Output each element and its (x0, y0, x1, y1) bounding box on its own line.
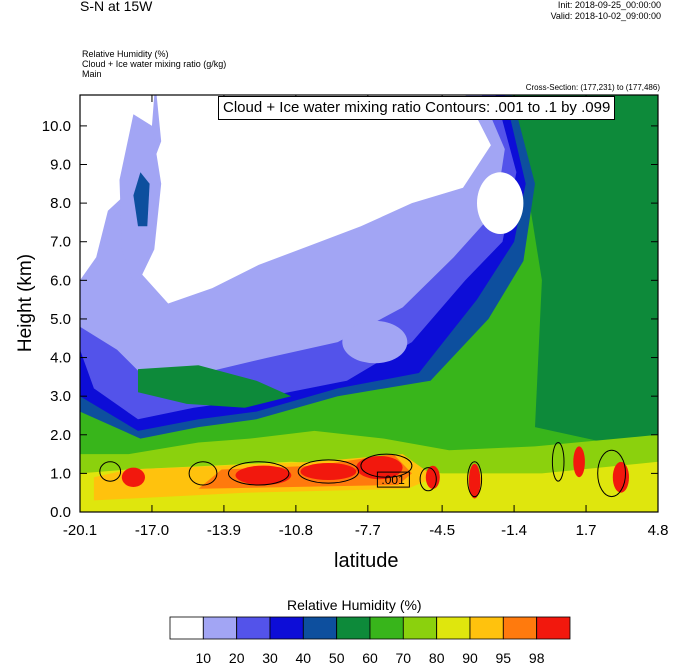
x-tick-label: -1.4 (501, 522, 527, 539)
field-red-cell (121, 467, 145, 487)
colorbar-label: 70 (396, 650, 412, 666)
x-tick-label: -10.8 (279, 522, 313, 539)
contour-label-box (376, 471, 410, 488)
colorbar-label: 30 (262, 650, 278, 666)
y-tick-label: 9.0 (50, 157, 71, 174)
colorbar-label: 10 (196, 650, 212, 666)
colorbar-swatch (469, 616, 504, 640)
contour-info-label: Cloud + Ice water mixing ratio Contours:… (218, 96, 616, 120)
field-white-right (477, 172, 524, 235)
cloud-contour (467, 461, 483, 498)
x-tick-label: 4.8 (648, 522, 669, 539)
field-line-2: Cloud + Ice water mixing ratio (g/kg) (82, 59, 227, 69)
y-tick-label: 8.0 (50, 195, 71, 212)
field-line-3: Main (82, 69, 102, 79)
y-tick-label: 1.0 (50, 465, 71, 482)
colorbar-swatch (169, 616, 204, 640)
valid-time: Valid: 2018-10-02_09:00:00 (550, 11, 661, 21)
field-red-cell (300, 463, 357, 480)
colorbar-title: Relative Humidity (%) (287, 597, 422, 613)
y-tick-label: 0.0 (50, 504, 71, 521)
axis-ticks: -20.1 -17.0 -13.9 -10.8 -7.7 -4.5 -1.4 1.7 4.8 0.… (42, 95, 669, 539)
y-axis-title: Height (km) (15, 253, 36, 353)
colorbar-swatch (436, 616, 471, 640)
cloud-contour (188, 461, 218, 486)
y-tick-label: 6.0 (50, 272, 71, 289)
x-tick-label: -17.0 (135, 522, 169, 539)
cloud-contour (228, 461, 290, 486)
colorbar-swatch (336, 616, 371, 640)
field-blob-light (342, 320, 408, 364)
colorbar-swatch (502, 616, 537, 640)
colorbar-label: 98 (529, 650, 545, 666)
colorbar-swatch (269, 616, 304, 640)
x-tick-label: -4.5 (429, 522, 455, 539)
field-line-1: Relative Humidity (%) (82, 49, 169, 59)
y-tick-label: 10.0 (42, 118, 71, 135)
field-right-moist (504, 95, 658, 455)
cloud-contour (297, 459, 360, 484)
cloud-contour (551, 442, 565, 482)
plot-title: S-N at 15W (80, 0, 153, 14)
init-time: Init: 2018-09-25_00:00:00 (557, 0, 661, 10)
plot-frame (79, 94, 659, 513)
cloud-contour (99, 461, 122, 482)
cloud-contours: .001 (99, 442, 626, 498)
y-tick-label: 3.0 (50, 388, 71, 405)
colorbar-label: 90 (462, 650, 478, 666)
contour-inline-label: .001 (381, 473, 405, 487)
y-tick-label: 2.0 (50, 427, 71, 444)
x-axis-title: latitude (334, 550, 399, 572)
cloud-contour (419, 467, 437, 492)
x-tick-label: -20.1 (63, 522, 97, 539)
cross-section-label: Cross-Section: (177,231) to (177,486) (525, 83, 660, 92)
field-red-cell (573, 446, 585, 478)
colorbar-swatch (202, 616, 238, 640)
colorbar-label: 50 (329, 650, 345, 666)
field-red-cell (468, 463, 481, 499)
colorbar-swatch (302, 616, 337, 640)
colorbar-label: 40 (296, 650, 312, 666)
y-tick-label: 7.0 (50, 234, 71, 251)
x-tick-label: 1.7 (576, 522, 597, 539)
x-tick-label: -13.9 (207, 522, 241, 539)
colorbar-label: 20 (229, 650, 245, 666)
cloud-contour (597, 449, 626, 498)
colorbar: 10 20 30 40 50 60 70 80 90 95 98 (169, 616, 571, 666)
field-red-cell (235, 465, 292, 485)
field-description: Relative Humidity (%) Cloud + Ice water … (82, 49, 226, 79)
humidity-field (80, 95, 658, 512)
colorbar-swatch (536, 616, 571, 640)
field-white-core (138, 95, 491, 304)
x-tick-label: -7.7 (355, 522, 381, 539)
colorbar-swatch (236, 616, 271, 640)
init-valid-times: Init: 2018-09-25_00:00:00 Valid: 2018-10… (551, 0, 661, 22)
colorbar-label: 80 (429, 650, 445, 666)
field-red-cell (612, 461, 630, 493)
cloud-contour (360, 453, 413, 478)
y-tick-label: 4.0 (50, 350, 71, 367)
y-tick-label: 5.0 (50, 311, 71, 328)
field-finger-dark (133, 172, 150, 227)
colorbar-label: 60 (362, 650, 378, 666)
colorbar-label: 95 (496, 650, 512, 666)
colorbar-swatch (402, 616, 437, 640)
colorbar-swatch (369, 616, 404, 640)
field-green-lobe (138, 365, 292, 408)
